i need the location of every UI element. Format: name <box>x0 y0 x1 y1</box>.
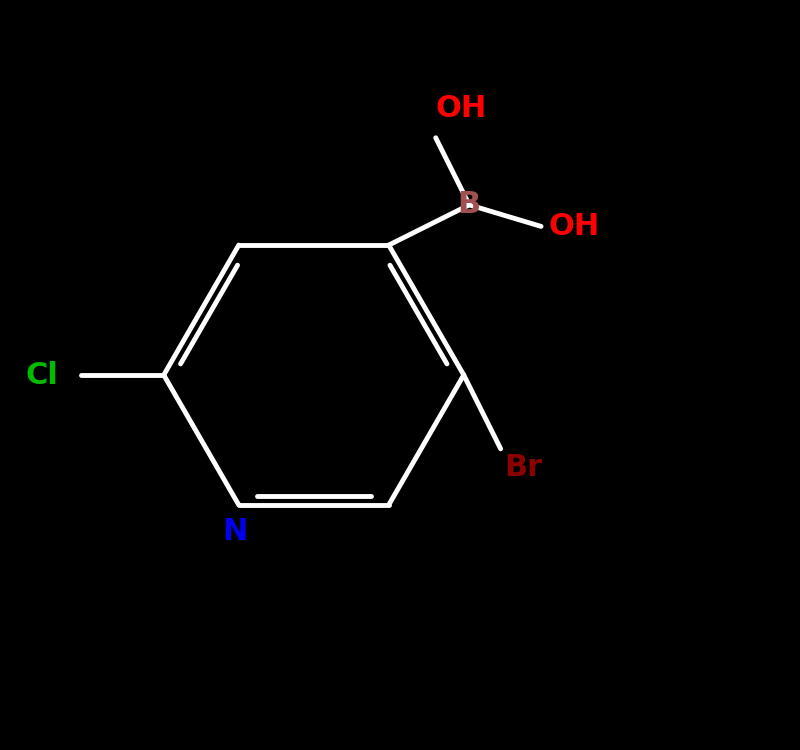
Text: Cl: Cl <box>26 361 58 389</box>
Text: B: B <box>458 190 481 219</box>
Text: N: N <box>222 517 248 546</box>
Text: OH: OH <box>436 94 487 123</box>
Text: Br: Br <box>504 453 542 482</box>
Text: OH: OH <box>549 212 600 241</box>
